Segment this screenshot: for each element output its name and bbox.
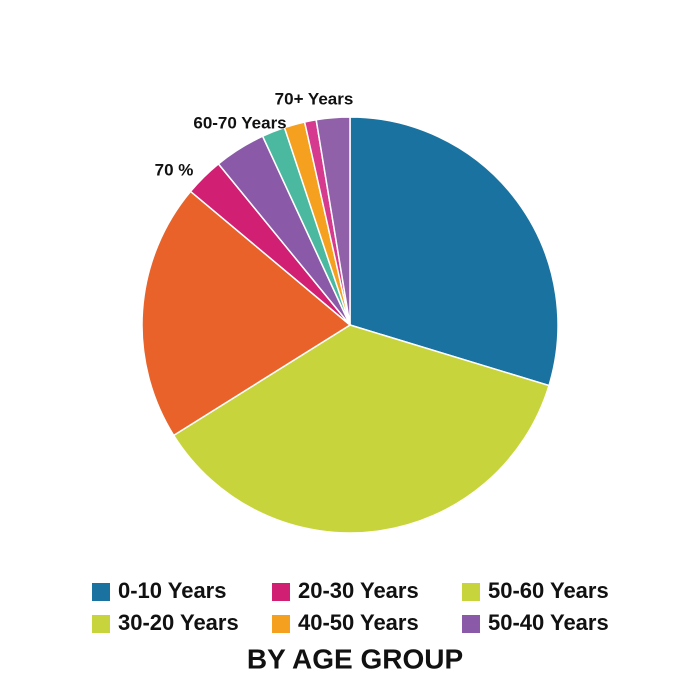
- legend-swatch: [462, 583, 480, 601]
- legend-swatch: [272, 583, 290, 601]
- chart-title: BY AGE GROUP: [247, 643, 463, 674]
- slice-annotation: 70 %: [155, 160, 194, 179]
- slice-annotation: 70+ Years: [275, 89, 354, 108]
- legend-label: 50-40 Years: [488, 610, 609, 635]
- slice-annotation: 60-70 Years: [193, 113, 286, 132]
- legend-label: 0-10 Years: [118, 578, 226, 603]
- pie-slice: [349, 116, 559, 387]
- legend-swatch: [462, 615, 480, 633]
- legend-label: 20-30 Years: [298, 578, 419, 603]
- legend-label: 50-60 Years: [488, 578, 609, 603]
- pie-slice: [315, 116, 351, 326]
- legend-swatch: [92, 583, 110, 601]
- legend-label: 30-20 Years: [118, 610, 239, 635]
- legend-swatch: [272, 615, 290, 633]
- legend-label: 40-50 Years: [298, 610, 419, 635]
- legend-swatch: [92, 615, 110, 633]
- pie-slice: [141, 190, 352, 437]
